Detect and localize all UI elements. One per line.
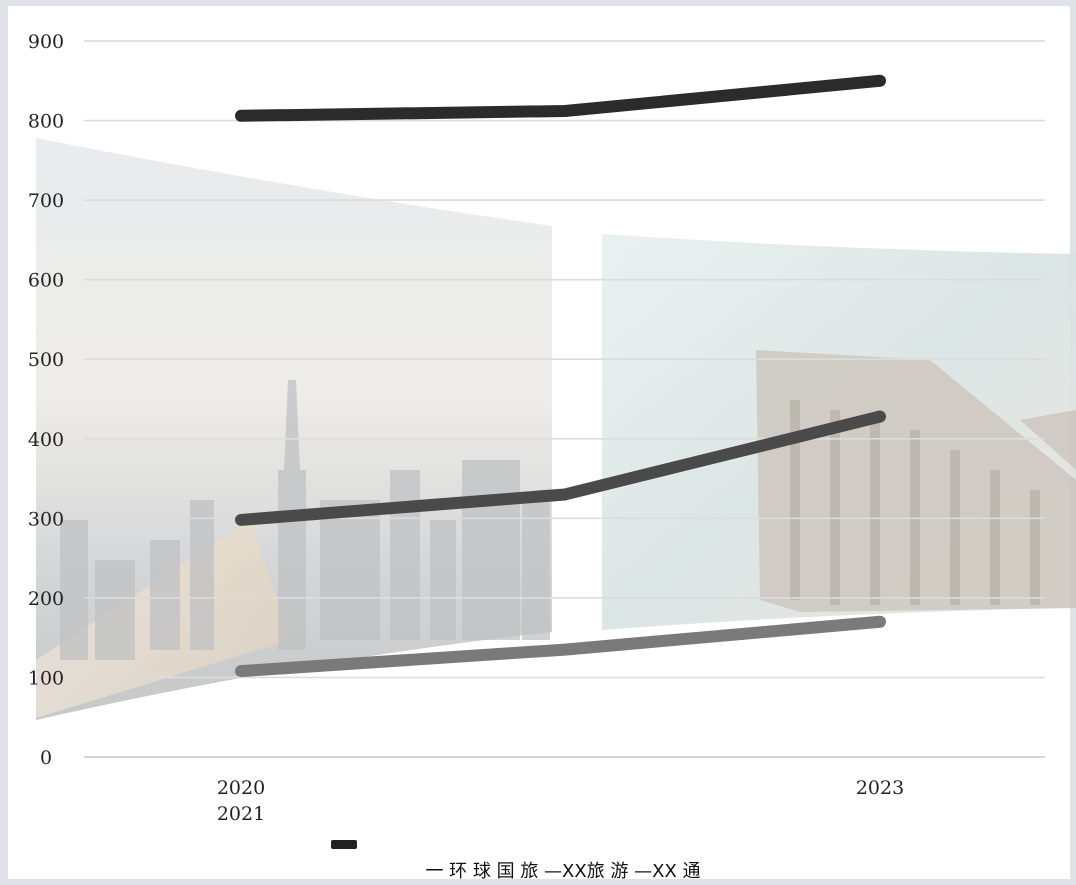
y-tick-label: 300	[28, 508, 64, 530]
y-axis-tick-labels: 0 100 200 300 400 500 600 700 800 900	[28, 31, 64, 769]
y-tick-label: 900	[28, 31, 64, 53]
x-tick-label: 2023	[856, 777, 904, 799]
series-lines	[235, 74, 886, 678]
y-tick-label: 400	[28, 429, 64, 451]
background-photo-panels	[36, 138, 1076, 720]
y-tick-label: 200	[28, 588, 64, 610]
legend: 一 环 球 国 旅 —XX旅 游 —XX 通	[331, 840, 701, 882]
series-line-2	[235, 410, 886, 526]
building-windows	[790, 400, 1040, 605]
series-line-1	[235, 74, 886, 122]
x-tick-label: 2021	[217, 803, 265, 825]
x-tick-label: 2020	[217, 777, 265, 799]
skyline-buildings	[60, 380, 550, 660]
legend-swatch	[331, 840, 357, 849]
y-tick-label: 0	[40, 747, 52, 769]
y-tick-label: 600	[28, 270, 64, 292]
legend-label: 一 环 球 国 旅 —XX旅 游 —XX 通	[425, 861, 700, 882]
x-axis-tick-labels: 2020 2021 2023	[217, 777, 904, 825]
y-tick-label: 100	[28, 667, 64, 689]
y-tick-label: 700	[28, 190, 64, 212]
y-tick-label: 800	[28, 111, 64, 133]
series-line-3	[235, 615, 886, 678]
y-tick-label: 500	[28, 349, 64, 371]
